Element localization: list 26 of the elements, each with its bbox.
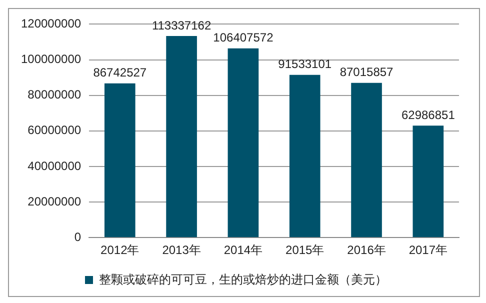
bar [166, 36, 197, 238]
data-label: 87015857 [340, 65, 394, 80]
x-tick-label: 2014年 [224, 243, 263, 258]
x-tick-label: 2016年 [347, 243, 386, 258]
bar [412, 126, 444, 238]
x-tick-label: 2013年 [162, 243, 201, 258]
data-label: 113337162 [152, 18, 212, 32]
x-tick-label: 2017年 [408, 243, 448, 258]
y-tick-label: 80000000 [28, 88, 82, 102]
legend-label: 整颗或破碎的可可豆，生的或焙炒的进口金额（美元） [99, 272, 387, 286]
y-tick-label: 40000000 [28, 158, 82, 173]
data-label: 106407572 [213, 30, 274, 45]
bar [289, 74, 320, 238]
x-tick-label: 2015年 [286, 243, 324, 258]
y-tick-label: 100000000 [20, 52, 82, 66]
bar [228, 48, 259, 238]
y-tick-label: 120000000 [20, 16, 82, 31]
bar [104, 83, 136, 238]
y-tick-label: 0 [74, 230, 82, 244]
bar [351, 82, 382, 238]
y-tick-label: 60000000 [28, 123, 82, 138]
x-tick-label: 2012年 [100, 243, 140, 258]
data-label: 91533101 [278, 57, 332, 72]
data-label: 86742527 [93, 66, 147, 80]
y-tick-label: 20000000 [28, 194, 82, 208]
data-label: 62986851 [401, 108, 456, 122]
